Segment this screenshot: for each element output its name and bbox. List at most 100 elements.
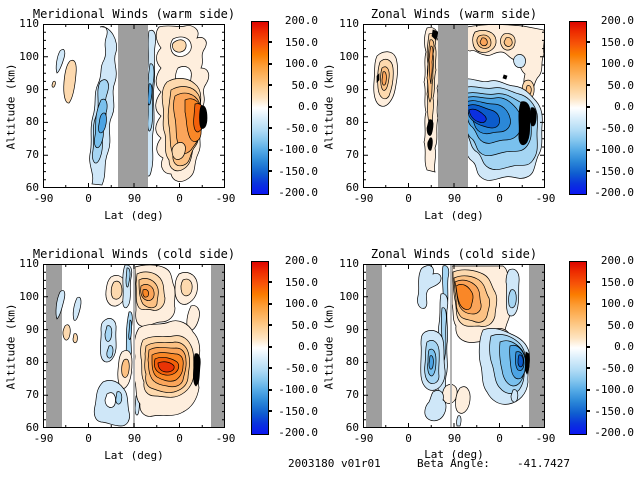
x-tick-label: 0 [85, 192, 92, 205]
colorbar-tick-label: 50.0 [291, 79, 319, 92]
y-tick-label: 70 [25, 388, 39, 401]
colorbar-tick-label: 50.0 [607, 319, 635, 332]
colorbar-tick-label: -200.0 [594, 186, 634, 199]
colorbar-tick-label: -100.0 [594, 383, 634, 396]
x-axis-label: Lat (deg) [424, 209, 484, 222]
x-tick-label: 0 [85, 432, 92, 445]
contour-plot-zonal-cold [363, 264, 545, 428]
x-tick-label: -90 [215, 432, 236, 445]
x-axis-label: Lat (deg) [104, 449, 164, 462]
colorbar-tick-label: -200.0 [594, 426, 634, 439]
colorbar-tick-label: -100.0 [278, 383, 318, 396]
y-tick-label: 110 [339, 257, 359, 270]
colorbar-tick-label: 200.0 [284, 254, 318, 267]
no-data-band [211, 264, 225, 428]
panel-title: Zonal Winds (warm side) [370, 7, 538, 21]
x-tick-label: -90 [33, 192, 54, 205]
y-tick-label: 90 [25, 323, 39, 336]
colorbar-tick-label: -100.0 [594, 143, 634, 156]
colorbar-tick-label: 200.0 [600, 254, 634, 267]
y-tick-label: 80 [345, 355, 359, 368]
y-tick-label: 90 [345, 83, 359, 96]
y-tick-label: 70 [345, 388, 359, 401]
x-tick-label: 90 [447, 192, 462, 205]
panel-title: Zonal Winds (cold side) [370, 247, 538, 261]
colorbar-tick-label: -50.0 [284, 362, 318, 375]
colorbar-tick-label: 100.0 [600, 297, 634, 310]
colorbar-tick-label: 150.0 [600, 36, 634, 49]
colorbar-tick-label: 0.0 [298, 100, 318, 113]
dataset-id: 2003180 v01r01 [288, 457, 381, 470]
y-tick-label: 60 [25, 181, 39, 194]
y-tick-label: 60 [345, 421, 359, 434]
x-tick-label: -90 [353, 432, 374, 445]
colorbar-tick-label: -50.0 [600, 122, 634, 135]
x-tick-label: -90 [535, 432, 556, 445]
contour-plot-zonal-warm [363, 24, 545, 188]
y-tick-label: 80 [25, 355, 39, 368]
colorbar-tick-label: 0.0 [614, 100, 634, 113]
colorbar-tick-label: -200.0 [278, 426, 318, 439]
y-tick-label: 70 [25, 148, 39, 161]
x-axis-label: Lat (deg) [104, 209, 164, 222]
y-tick-label: 90 [25, 83, 39, 96]
y-tick-label: 100 [19, 290, 39, 303]
colorbar-tick-label: -150.0 [278, 405, 318, 418]
y-tick-label: 100 [339, 50, 359, 63]
colorbar-tick-label: 150.0 [284, 36, 318, 49]
colorbar-tick-label: -100.0 [278, 143, 318, 156]
panel-title: Meridional Winds (warm side) [32, 7, 236, 21]
contour-plot-meridional-cold [43, 264, 225, 428]
no-data-band [118, 24, 148, 188]
colorbar-tick-label: -50.0 [600, 362, 634, 375]
colorbar-tick-label: 50.0 [607, 79, 635, 92]
y-tick-label: 110 [19, 17, 39, 30]
no-data-band [529, 264, 545, 428]
colorbar-tick-label: 200.0 [600, 14, 634, 27]
no-data-band [438, 24, 468, 188]
y-tick-label: 100 [339, 290, 359, 303]
colorbar-tick-label: -200.0 [278, 186, 318, 199]
colorbar-tick-label: 100.0 [284, 297, 318, 310]
colorbar-tick-label: 0.0 [298, 340, 318, 353]
beta-angle-label: Beta Angle: [417, 457, 490, 470]
x-tick-label: -90 [215, 192, 236, 205]
colorbar-tick-label: 100.0 [284, 57, 318, 70]
colorbar [569, 21, 587, 195]
colorbar-tick-label: -150.0 [594, 165, 634, 178]
x-tick-label: -90 [33, 432, 54, 445]
colorbar [251, 21, 269, 195]
y-tick-label: 80 [25, 115, 39, 128]
colorbar-tick-label: 200.0 [284, 14, 318, 27]
colorbar-tick-label: 150.0 [284, 276, 318, 289]
x-tick-label: 90 [127, 192, 142, 205]
colorbar-tick-label: 150.0 [600, 276, 634, 289]
x-tick-label: 0 [496, 192, 503, 205]
contour-plot-meridional-warm [43, 24, 225, 188]
colorbar [569, 261, 587, 435]
x-tick-label: 0 [405, 192, 412, 205]
x-tick-label: 90 [447, 432, 462, 445]
x-tick-label: 0 [176, 432, 183, 445]
colorbar [251, 261, 269, 435]
colorbar-tick-label: 0.0 [614, 340, 634, 353]
x-tick-label: 0 [496, 432, 503, 445]
colorbar-tick-label: -150.0 [278, 165, 318, 178]
x-tick-label: -90 [535, 192, 556, 205]
colorbar-tick-label: 50.0 [291, 319, 319, 332]
y-axis-label: Altitude (km) [322, 303, 336, 390]
y-tick-label: 70 [345, 148, 359, 161]
x-tick-label: 0 [405, 432, 412, 445]
beta-angle-value: -41.7427 [517, 457, 570, 470]
panel-title: Meridional Winds (cold side) [32, 247, 236, 261]
x-axis-label: Lat (deg) [424, 448, 484, 461]
y-tick-label: 60 [345, 181, 359, 194]
no-data-band [366, 264, 382, 428]
y-tick-label: 90 [345, 323, 359, 336]
orbit-seam [133, 264, 135, 428]
